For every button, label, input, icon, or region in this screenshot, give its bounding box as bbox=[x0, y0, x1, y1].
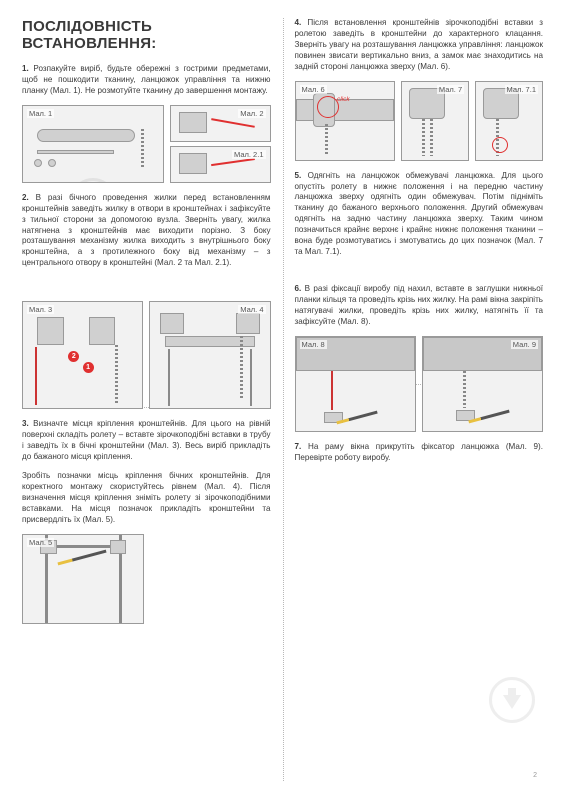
fig-21-label: Мал. 2.1 bbox=[232, 150, 265, 159]
step-2: 2. В разі бічного проведення жилки перед… bbox=[22, 193, 271, 269]
page-root: ПОСЛІДОВНІСТЬ ВСТАНОВЛЕННЯ: 1. Розпакуйт… bbox=[22, 18, 543, 781]
fig-1-label: Мал. 1 bbox=[27, 109, 54, 118]
fig-row-1: Мал. 1 Мал. 2 bbox=[22, 105, 271, 183]
figure-1: Мал. 1 bbox=[22, 105, 164, 183]
fig-9-label: Мал. 9 bbox=[511, 340, 538, 349]
step-1: 1. Розпакуйте виріб, будьте обережні з г… bbox=[22, 64, 271, 97]
step-5-text: Одягніть на ланцюжок обмежувачі ланцюжка… bbox=[295, 171, 544, 256]
figure-7-1: Мал. 7.1 bbox=[475, 81, 543, 161]
step-3: 3. Визначте місця кріплення кронштейнів.… bbox=[22, 419, 271, 463]
figure-6: Мал. 6 click bbox=[295, 81, 396, 161]
step-5: 5. Одягніть на ланцюжок обмежувачі ланцю… bbox=[295, 171, 544, 258]
fig-6-label: Мал. 6 bbox=[300, 85, 327, 94]
figure-2-1: Мал. 2.1 bbox=[170, 146, 270, 183]
page-number: 2 bbox=[533, 772, 537, 779]
fig-row-4: Мал. 6 click Мал. 7 Мал. 7.1 bbox=[295, 81, 544, 161]
watermark-icon bbox=[489, 677, 535, 723]
step-7-text: На раму вікна прикрутіть фіксатор ланцюж… bbox=[295, 442, 544, 462]
fig-row-2: Мал. 3 2 1 Мал. 4 bbox=[22, 301, 271, 409]
figure-5: Мал. 5 bbox=[22, 534, 144, 624]
left-column: ПОСЛІДОВНІСТЬ ВСТАНОВЛЕННЯ: 1. Розпакуйт… bbox=[22, 18, 271, 781]
fig-5-label: Мал. 5 bbox=[27, 538, 54, 547]
step-3b: Зробіть позначки місць кріплення бічних … bbox=[22, 471, 271, 526]
fig-3-label: Мал. 3 bbox=[27, 305, 54, 314]
step-6-text: В разі фіксації виробу під нахил, вставт… bbox=[295, 284, 544, 326]
fig-7-label: Мал. 7 bbox=[437, 85, 464, 94]
step-4: 4. Після встановлення кронштейнів зірочк… bbox=[295, 18, 544, 73]
fig-8-label: Мал. 8 bbox=[300, 340, 327, 349]
right-column: 4. Після встановлення кронштейнів зірочк… bbox=[295, 18, 544, 781]
click-label: click bbox=[337, 96, 350, 103]
fig-2-label: Мал. 2 bbox=[238, 109, 265, 118]
step-2-text: В разі бічного проведення жилки перед вс… bbox=[22, 193, 271, 268]
step-4-text: Після встановлення кронштейнів зірочкопо… bbox=[295, 18, 544, 71]
fig-row-3: Мал. 5 bbox=[22, 534, 271, 624]
figure-2: Мал. 2 bbox=[170, 105, 270, 142]
step-7: 7. На раму вікна прикрутіть фіксатор лан… bbox=[295, 442, 544, 464]
figure-3: Мал. 3 2 1 bbox=[22, 301, 143, 409]
step-1-text: Розпакуйте виріб, будьте обережні з гост… bbox=[22, 64, 271, 95]
page-title: ПОСЛІДОВНІСТЬ ВСТАНОВЛЕННЯ: bbox=[22, 18, 271, 52]
fig-4-label: Мал. 4 bbox=[238, 305, 265, 314]
step-6: 6. В разі фіксації виробу під нахил, вст… bbox=[295, 284, 544, 328]
fig-71-label: Мал. 7.1 bbox=[505, 85, 538, 94]
figure-4: Мал. 4 bbox=[149, 301, 270, 409]
step-3-text: Визначте місця кріплення кронштейнів. Дл… bbox=[22, 419, 271, 461]
figure-7: Мал. 7 bbox=[401, 81, 469, 161]
figure-9: Мал. 9 bbox=[422, 336, 543, 432]
divider-vertical bbox=[283, 18, 284, 781]
figure-8: Мал. 8 bbox=[295, 336, 416, 432]
